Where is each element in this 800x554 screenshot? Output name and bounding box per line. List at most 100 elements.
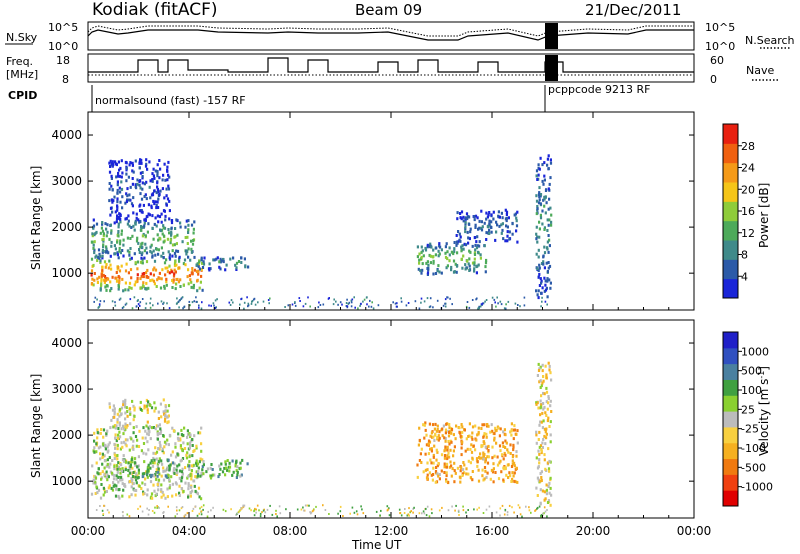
echo-cell [93,278,96,282]
echo-cell [512,445,515,449]
echo-cell [472,444,475,448]
echo-cell [134,221,137,225]
echo-cell [468,249,471,253]
echo-cell [544,189,548,192]
echo-cell [547,154,550,158]
echo-cell [422,470,425,474]
ground-scatter-cell [198,306,200,309]
echo-cell [151,178,154,181]
cpid-strip: CPID normalsound (fast) -157 RF pcppcode… [8,83,650,112]
echo-cell [426,473,429,477]
echo-cell [429,434,432,438]
y-tick-label: 4000 [51,336,82,350]
echo-cell [492,467,495,471]
echo-cell [239,466,242,470]
echo-cell [433,438,436,442]
ground-scatter-cell [444,298,447,301]
echo-cell [125,172,128,176]
echo-cell [124,288,127,292]
echo-cell [122,454,125,458]
echo-cell [128,224,131,228]
echo-cell [537,275,540,279]
echo-cell [550,213,553,217]
echo-cell [138,484,141,488]
echo-cell [542,438,545,441]
echo-cell [152,483,155,487]
echo-cell [497,210,500,214]
echo-cell [508,230,511,234]
echo-cell [536,178,539,181]
echo-cell [429,254,432,258]
nave-tick-bottom: 0 [710,73,717,86]
ground-scatter-cell [111,300,114,303]
echo-cell [108,259,111,263]
echo-cell [421,268,424,272]
echo-cell [118,174,121,178]
echo-cell [513,471,516,475]
y-tick-label: 1000 [51,266,82,280]
echo-cell [176,464,179,468]
echo-cell [117,475,120,479]
ground-scatter-cell [322,504,324,507]
echo-cell [135,425,138,429]
ground-scatter-cell [194,505,197,508]
echo-cell [423,423,426,427]
ground-scatter-cell [201,301,203,304]
echo-cell [543,195,546,199]
echo-cell [539,472,542,475]
echo-cell [191,242,195,246]
echo-cell [153,266,156,270]
echo-cell [161,268,164,272]
echo-cell [96,491,99,495]
echo-cell [493,438,496,442]
echo-cell [537,201,541,205]
ground-scatter-cell [446,296,448,299]
echo-cell [101,249,104,252]
echo-cell [154,406,157,410]
echo-cell [124,468,127,472]
echo-cell [509,443,512,447]
ground-scatter-cell [94,296,97,299]
echo-cell [470,435,473,439]
echo-cell [97,248,101,252]
echo-cell [492,210,495,214]
echo-cell [111,200,114,204]
echo-cell [461,266,464,270]
echo-cell [140,253,143,256]
echo-cell [113,410,116,414]
echo-cell [460,245,463,249]
echo-cell [201,465,204,469]
echo-cell [550,223,553,227]
velocity-ylabel: Slant Range [km] [29,374,43,478]
echo-cell [103,275,107,278]
echo-cell [156,437,159,441]
echo-cell [145,251,149,255]
echo-cell [149,466,152,470]
echo-cell [162,469,165,473]
ground-scatter-cell [302,506,304,509]
echo-cell [232,470,235,474]
echo-cell [161,449,164,453]
ground-scatter-cell [495,305,497,308]
echo-cell [114,494,118,498]
echo-cell [546,279,549,283]
ground-scatter-cell [224,510,227,513]
ground-scatter-cell [296,508,299,511]
echo-cell [174,227,177,230]
echo-cell [163,284,166,288]
ground-scatter-cell [504,307,507,310]
echo-cell [548,197,551,201]
echo-cell [118,421,121,425]
echo-cell [160,220,163,224]
ground-scatter-cell [540,305,542,308]
echo-cell [163,209,166,213]
ground-scatter-cell [400,297,402,300]
echo-cell [127,271,130,275]
echo-cell [505,473,508,477]
echo-cell [538,423,541,427]
echo-cell [243,257,246,261]
echo-cell [125,216,128,220]
nsearch-scale-bottom: 10^0 [705,40,735,53]
echo-cell [165,442,168,446]
echo-cell [478,456,482,460]
